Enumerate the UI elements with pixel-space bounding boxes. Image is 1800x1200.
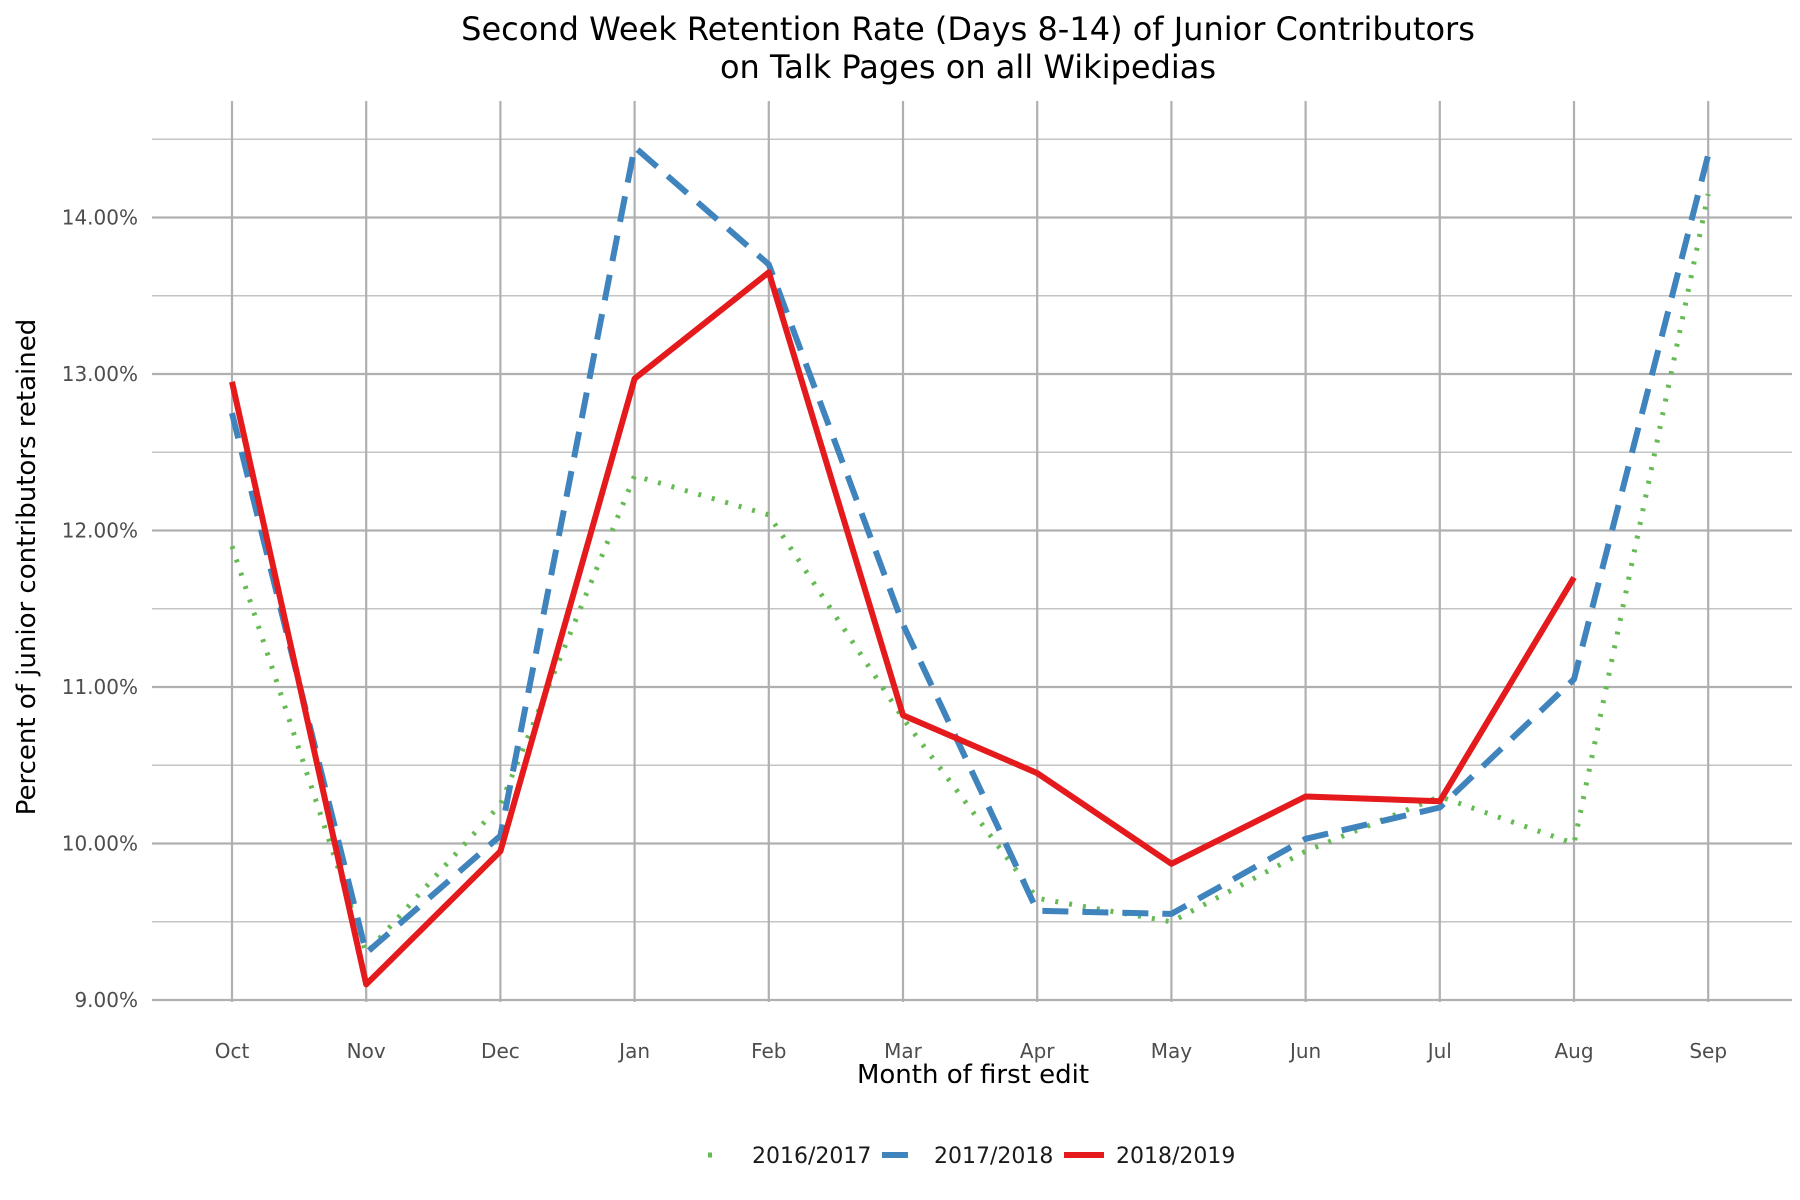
x-tick-label: Dec (481, 1039, 520, 1063)
x-tick-label: Aug (1554, 1039, 1593, 1063)
chart-title-line-2: on Talk Pages on all Wikipedias (720, 48, 1216, 86)
y-tick-label: 13.00% (62, 362, 138, 386)
legend: 2016/2017 2017/2018 2018/2019 (708, 1144, 1235, 1169)
x-tick-label: Sep (1689, 1039, 1727, 1063)
x-tick-label: Oct (215, 1039, 250, 1063)
x-tick-label: Jun (1288, 1039, 1321, 1063)
series-line-2018-2019 (229, 269, 1577, 988)
y-tick-label: 9.00% (74, 988, 138, 1012)
legend-label-2018-2019: 2018/2019 (1116, 1144, 1235, 1169)
legend-label-2016-2017: 2016/2017 (752, 1144, 871, 1169)
series-line-2017-2018 (229, 144, 1712, 956)
x-tick-label: Mar (884, 1039, 923, 1063)
x-tick-label: Apr (1020, 1039, 1055, 1063)
y-axis-title: Percent of junior contributors retained (12, 319, 42, 816)
x-tick-label: Jul (1426, 1039, 1452, 1063)
x-tick-labels: Oct Nov Dec Jan Feb Mar Apr May Jun Jul Aug Sep (215, 1039, 1727, 1063)
chart-title-line-1: Second Week Retention Rate (Days 8-14) o… (461, 10, 1475, 48)
x-tick-label: Feb (751, 1039, 786, 1063)
series-lines (229, 144, 1712, 988)
y-tick-label: 10.00% (62, 832, 138, 856)
x-tick-label: Jan (617, 1039, 650, 1063)
minor-gridlines (152, 138, 1792, 923)
legend-label-2017-2018: 2017/2018 (934, 1144, 1053, 1169)
y-tick-label: 14.00% (62, 206, 138, 230)
x-tick-label: May (1151, 1039, 1193, 1063)
y-tick-label: 12.00% (62, 519, 138, 543)
y-tick-labels: 9.00% 10.00% 11.00% 12.00% 13.00% 14.00% (62, 206, 138, 1013)
y-tick-label: 11.00% (62, 675, 138, 699)
x-axis-title: Month of first edit (857, 1060, 1089, 1090)
x-tick-label: Nov (347, 1039, 386, 1063)
major-gridlines (152, 101, 1792, 1002)
